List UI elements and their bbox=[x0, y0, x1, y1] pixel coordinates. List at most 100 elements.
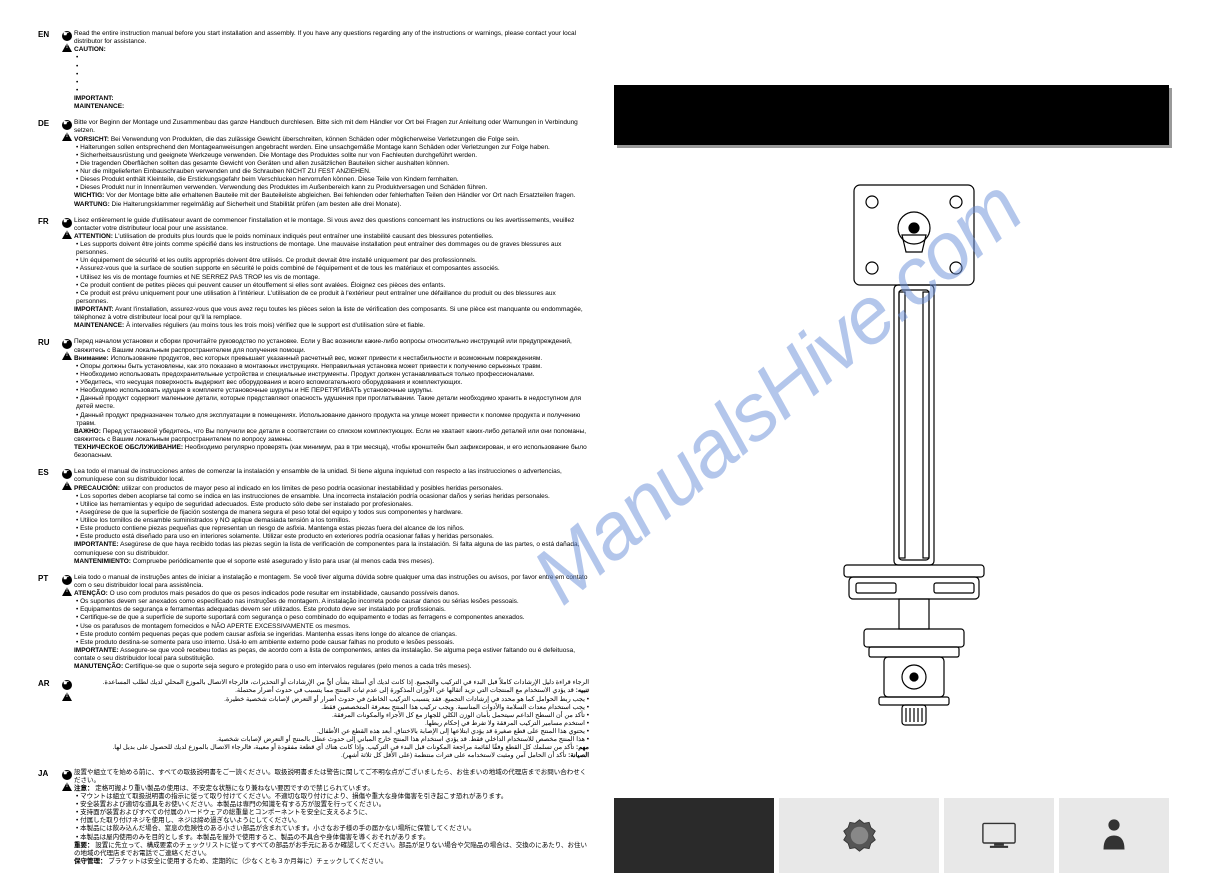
hand-icon bbox=[62, 120, 72, 130]
language-text: 設置や組立てを始める前に、すべての取扱説明書をご一読ください。取扱説明書または警… bbox=[74, 769, 589, 867]
bullet-list bbox=[74, 54, 589, 95]
info-box-1 bbox=[614, 798, 774, 873]
language-block-fr: FR Lisez entièrement le guide d'utilisate… bbox=[38, 217, 589, 331]
bullet-item: يجب ربط الحوامل كما هو محدد في إرشادات ا… bbox=[76, 696, 589, 704]
maintenance-line: MANTENIMIENTO: Compruebe periódicamente … bbox=[74, 558, 589, 566]
bullet-item: Utilice los tornillos de ensamble sumini… bbox=[76, 517, 589, 525]
warning-icon bbox=[62, 351, 72, 360]
bullet-list: يجب ربط الحوامل كما هو محدد في إرشادات ا… bbox=[74, 696, 589, 745]
language-block-ar: ARالرجاء قراءة دليل الإرشادات كاملاً قبل… bbox=[38, 679, 589, 760]
bullet-item: 本製品には飲み込んだ場合、窒息の危険性のある小さい部品が含まれています。小さなお… bbox=[76, 825, 589, 833]
bullet-item bbox=[76, 79, 589, 87]
important-line: IMPORTANT: bbox=[74, 95, 589, 103]
language-icons bbox=[60, 217, 74, 331]
monitor-icon bbox=[979, 822, 1019, 850]
product-illustration bbox=[784, 180, 1044, 740]
language-text: Bitte vor Beginn der Montage und Zusamme… bbox=[74, 119, 589, 208]
bullet-item: Убедитесь, что несущая поверхность выдер… bbox=[76, 379, 589, 387]
language-block-en: ENRead the entire instruction manual bef… bbox=[38, 30, 589, 111]
language-text: Перед началом установки и сборки прочита… bbox=[74, 338, 589, 460]
language-block-de: DEBitte vor Beginn der Montage und Zusam… bbox=[38, 119, 589, 208]
bullet-item: Utilice las herramientas y equipo de seg… bbox=[76, 501, 589, 509]
hand-icon bbox=[62, 469, 72, 479]
bullet-item: Les supports doivent être joints comme s… bbox=[76, 241, 589, 257]
warning-icon bbox=[62, 132, 72, 141]
language-icons bbox=[60, 769, 74, 867]
bullet-item: Un équipement de sécurité et les outils … bbox=[76, 257, 589, 265]
info-box-certification bbox=[779, 798, 939, 873]
language-text: Lea todo el manual de instrucciones ante… bbox=[74, 468, 589, 566]
caution-line: PRECAUCIÓN: utilizar con productos de ma… bbox=[74, 485, 589, 493]
person-icon bbox=[1099, 818, 1129, 853]
language-code: JA bbox=[38, 769, 60, 867]
info-boxes bbox=[614, 798, 1169, 873]
language-code: RU bbox=[38, 338, 60, 460]
warning-icon bbox=[62, 587, 72, 596]
bullet-item bbox=[76, 63, 589, 71]
bullet-item: Certifique-se de que a superfície de sup… bbox=[76, 614, 589, 622]
language-code: FR bbox=[38, 217, 60, 331]
bullet-item: Dieses Produkt nur in Innenräumen verwen… bbox=[76, 184, 589, 192]
bullet-list: マウントは組立て取扱説明書の指示に従って取り付けてください。不適切な取り付けによ… bbox=[74, 793, 589, 842]
bullet-list: Les supports doivent être joints comme s… bbox=[74, 241, 589, 306]
language-code: EN bbox=[38, 30, 60, 111]
hand-icon bbox=[62, 680, 72, 690]
intro-text: Leia todo o manual de instruções antes d… bbox=[74, 574, 589, 590]
maintenance-line: WARTUNG: Die Halterungsklammer regelmäßi… bbox=[74, 201, 589, 209]
warning-icon bbox=[62, 43, 72, 52]
bullet-item: يجب استخدام معدات السلامة والأدوات المنا… bbox=[76, 704, 589, 712]
important-line: IMPORTANTE: Asegúrese de que haya recibi… bbox=[74, 541, 589, 557]
bullet-item: Ce produit contient de petites pièces qu… bbox=[76, 282, 589, 290]
language-text: Lisez entièrement le guide d'utilisateur… bbox=[74, 217, 589, 331]
warning-icon bbox=[62, 230, 72, 239]
info-box-person bbox=[1059, 798, 1169, 873]
language-icons bbox=[60, 468, 74, 566]
bullet-item bbox=[76, 87, 589, 95]
important-line: 重要： 設置に先立って、構成要素のチェックリストに従ってすべての部品がお手元にあ… bbox=[74, 842, 589, 858]
warning-icon bbox=[62, 481, 72, 490]
bullet-item: Este produto destina-se somente para uso… bbox=[76, 639, 589, 647]
bullet-item: يحتوي هذا المنتج على قطع صغيرة قد يؤدي ا… bbox=[76, 728, 589, 736]
bullet-item: Use os parafusos de montagem fornecidos … bbox=[76, 623, 589, 631]
certification-icon bbox=[842, 818, 877, 853]
language-block-ru: RUПеред началом установки и сборки прочи… bbox=[38, 338, 589, 460]
language-text: Leia todo o manual de instruções antes d… bbox=[74, 574, 589, 672]
bullet-item: تأكد من أن السطح الداعم سيتحمل بأمان الو… bbox=[76, 712, 589, 720]
intro-text: Lisez entièrement le guide d'utilisateur… bbox=[74, 217, 589, 233]
caution-line: تنبيه: قد يؤدي الاستخدام مع المنتجات الت… bbox=[74, 687, 589, 695]
bullet-list: Halterungen sollen entsprechend den Mont… bbox=[74, 144, 589, 193]
bullet-item: Данный продукт содержит маленькие детали… bbox=[76, 395, 589, 411]
bullet-item: Asegúrese de que la superficie de fijaci… bbox=[76, 509, 589, 517]
language-code: PT bbox=[38, 574, 60, 672]
bullet-list: Los soportes deben acoplarse tal como se… bbox=[74, 493, 589, 542]
warning-icon bbox=[62, 782, 72, 791]
language-text: الرجاء قراءة دليل الإرشادات كاملاً قبل ا… bbox=[74, 679, 589, 760]
bullet-item: Este produto contém pequenas peças que p… bbox=[76, 631, 589, 639]
bullet-item: Equipamentos de segurança e ferramentas … bbox=[76, 606, 589, 614]
bullet-item bbox=[76, 54, 589, 62]
bullet-item: استخدم مسامير التركيب المرفقة ولا تفرط ف… bbox=[76, 720, 589, 728]
important-line: IMPORTANT: Avant l'installation, assurez… bbox=[74, 306, 589, 322]
language-icons bbox=[60, 30, 74, 111]
language-block-pt: PT Leia todo o manual de instruções antes… bbox=[38, 574, 589, 672]
bullet-item: Sicherheitsausrüstung und geeignete Werk… bbox=[76, 152, 589, 160]
bullet-item: Este producto contiene piezas pequeñas q… bbox=[76, 525, 589, 533]
bullet-item: Dieses Produkt enthält Kleinteile, die E… bbox=[76, 176, 589, 184]
bullet-item: Los soportes deben acoplarse tal como se… bbox=[76, 493, 589, 501]
language-icons bbox=[60, 338, 74, 460]
language-icons bbox=[60, 679, 74, 760]
bullet-item bbox=[76, 71, 589, 79]
instructions-column: ENRead the entire instruction manual bef… bbox=[0, 0, 604, 893]
caution-line: ATENÇÃO: O uso com produtos mais pesados… bbox=[74, 590, 589, 598]
bullet-item: Опоры должны быть установлены, как это п… bbox=[76, 363, 589, 371]
caution-line: ATTENTION: L'utilisation de produits plu… bbox=[74, 233, 589, 241]
bullet-item: Ce produit est prévu uniquement pour une… bbox=[76, 290, 589, 306]
maintenance-line: الصيانة: تأكد أن الحامل آمن ومثبت لاستخد… bbox=[74, 752, 589, 760]
bullet-item: Este producto está diseñado para uso en … bbox=[76, 533, 589, 541]
important-line: WICHTIG: Vor der Montage bitte alle erha… bbox=[74, 192, 589, 200]
hand-icon bbox=[62, 31, 72, 41]
bullet-item: Die tragenden Oberflächen sollten das ge… bbox=[76, 160, 589, 168]
caution-line: VORSICHT: Bei Verwendung von Produkten, … bbox=[74, 136, 589, 144]
intro-text: 設置や組立てを始める前に、すべての取扱説明書をご一読ください。取扱説明書または警… bbox=[74, 769, 589, 785]
warning-icon bbox=[62, 692, 72, 701]
